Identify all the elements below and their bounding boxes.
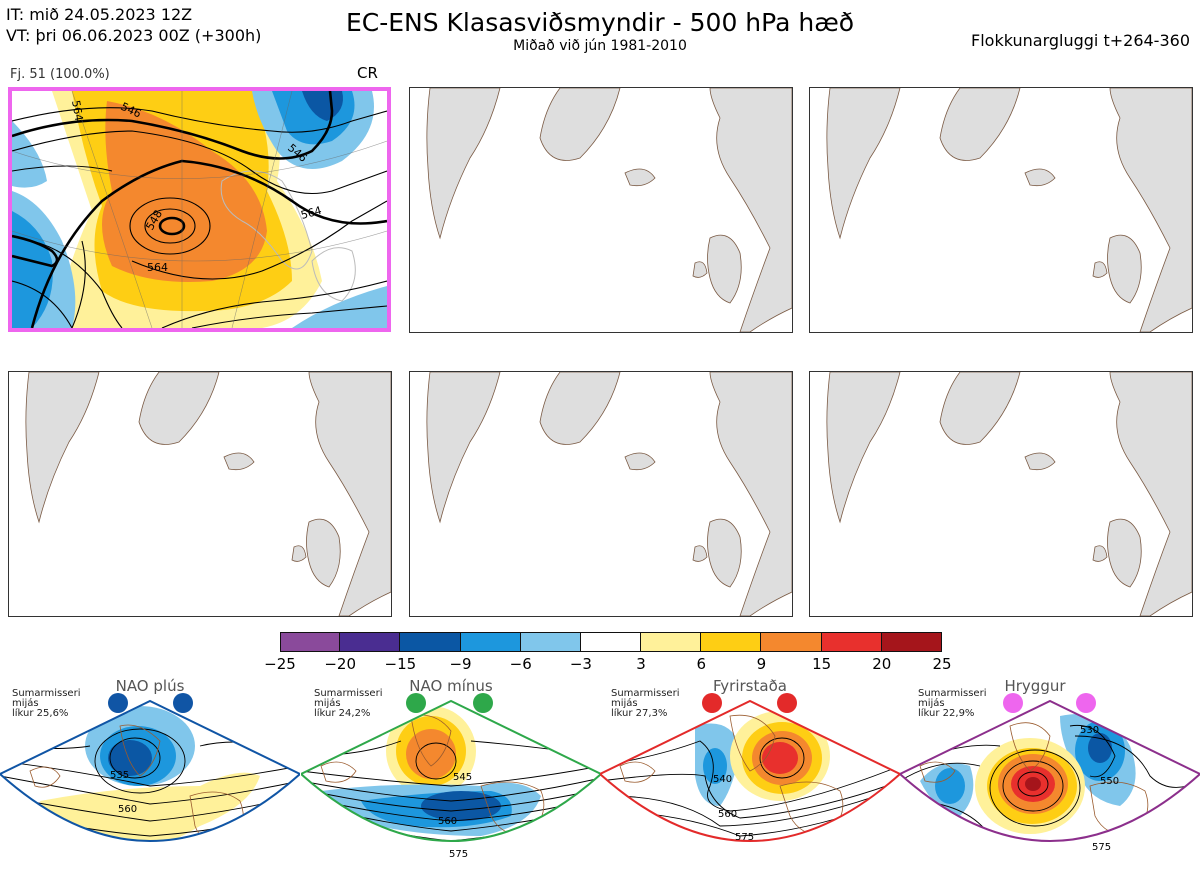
regime-map-ridge[interactable]: 530 550 575 [900,686,1200,871]
regime-name: Fyrirstaða [713,677,787,695]
regime-dot [777,693,797,713]
cluster-map-1[interactable]: 546 564 546 548 564 564 [8,87,391,332]
regime-dot [473,693,493,713]
page-subtitle: Miðað við jún 1981-2010 [513,38,687,54]
regime-dot [702,693,722,713]
cluster-map-3[interactable] [809,87,1193,333]
regime-dot [1076,693,1096,713]
regime-mean: mijás [314,698,341,709]
regime-dot [173,693,193,713]
colorbar-tick-label: −25 [264,655,296,673]
colorbar-cell [701,632,762,652]
colorbar-tick-label: 6 [696,655,707,673]
classification-window: Flokkunargluggi t+264-360 [971,31,1190,50]
regime-map-nao-plus[interactable]: 535 560 [0,686,300,871]
colorbar-tick-label: −20 [324,655,356,673]
contour-label: 540 [713,774,732,785]
base-map-graphic [826,372,1192,616]
regime-season: Sumarmisseri [918,688,987,699]
colorbar-tick-label: −6 [509,655,532,673]
colorbar-cell [761,632,822,652]
colorbar-tick-label: 9 [756,655,767,673]
regime-info: Sumarmisseri mijás líkur 27,3% [611,689,679,719]
regime-name: Hryggur [1004,677,1066,695]
cluster-regime-code: CR [357,64,378,82]
regime-mean: mijás [12,698,39,709]
contour-label: 564 [147,261,168,274]
regime-probability: líkur 25,6% [12,708,69,719]
contour-label: 564 [69,99,85,122]
regime-map-nao-minus[interactable]: 545 560 575 [301,686,601,871]
regime-probability: líkur 24,2% [314,708,371,719]
cluster-map-1-graphic: 546 564 546 548 564 564 [12,91,387,328]
colorbar-cell [580,632,642,652]
contour-label: 575 [449,849,468,860]
regime-probability: líkur 27,3% [611,708,668,719]
colorbar-cell [280,632,341,652]
regime-mean: mijás [611,698,638,709]
regime-name: NAO mínus [409,677,493,695]
header-times: IT: mið 24.05.2023 12Z VT: þri 06.06.202… [6,4,261,46]
cluster-map-5[interactable] [409,371,793,617]
contour-label: 560 [718,809,737,820]
colorbar-tick-label: 20 [872,655,892,673]
regime-dot [406,693,426,713]
colorbar-tick-label: 3 [636,655,646,673]
contour-label: 560 [438,816,457,827]
colorbar-cell [400,632,461,652]
regime-info: Sumarmisseri mijás líkur 24,2% [314,689,382,719]
page-title: EC-ENS Klasasviðsmyndir - 500 hPa hæð [345,8,855,37]
regime-season: Sumarmisseri [611,688,680,699]
contour-label: 575 [1092,842,1111,853]
colorbar-tick-label: −9 [449,655,472,673]
regime-map-blocking[interactable]: 540 560 575 [600,686,900,871]
colorbar-tick-label: −3 [569,655,592,673]
base-map-graphic [25,372,391,616]
regime-dot [108,693,128,713]
cluster-map-4[interactable] [8,371,392,617]
valid-time: VT: þri 06.06.2023 00Z (+300h) [6,26,262,45]
regime-name: NAO plús [115,677,185,695]
colorbar-cell [460,632,521,652]
regime-info: Sumarmisseri mijás líkur 25,6% [12,689,80,719]
colorbar-cell [520,632,581,652]
base-map-graphic [426,88,792,332]
cluster-map-2[interactable] [409,87,793,333]
colorbar-cell [641,632,702,652]
regime-info: Sumarmisseri mijás líkur 22,9% [918,689,986,719]
cluster-map-6[interactable] [809,371,1193,617]
regime-probability: líkur 22,9% [918,708,975,719]
issue-time: IT: mið 24.05.2023 12Z [6,5,193,24]
cluster-label: Fj. 51 (100.0%) [10,67,110,82]
contour-label: 545 [453,772,472,783]
colorbar-cell [881,632,942,652]
contour-label: 564 [299,204,323,222]
regime-dot [1003,693,1023,713]
colorbar-tick-label: 25 [932,655,952,673]
base-map-graphic [826,88,1192,332]
colorbar-cell [340,632,401,652]
regime-season: Sumarmisseri [12,688,81,699]
contour-label: 535 [110,770,129,781]
contour-label: 575 [735,832,754,843]
regime-season: Sumarmisseri [314,688,383,699]
regime-mean: mijás [918,698,945,709]
base-map-graphic [426,372,792,616]
colorbar-tick-label: −15 [384,655,417,673]
colorbar-cell [821,632,882,652]
contour-label: 560 [118,804,137,815]
colorbar-tick-label: 15 [812,655,832,673]
contour-label: 550 [1100,776,1119,787]
contour-label: 530 [1080,725,1099,736]
